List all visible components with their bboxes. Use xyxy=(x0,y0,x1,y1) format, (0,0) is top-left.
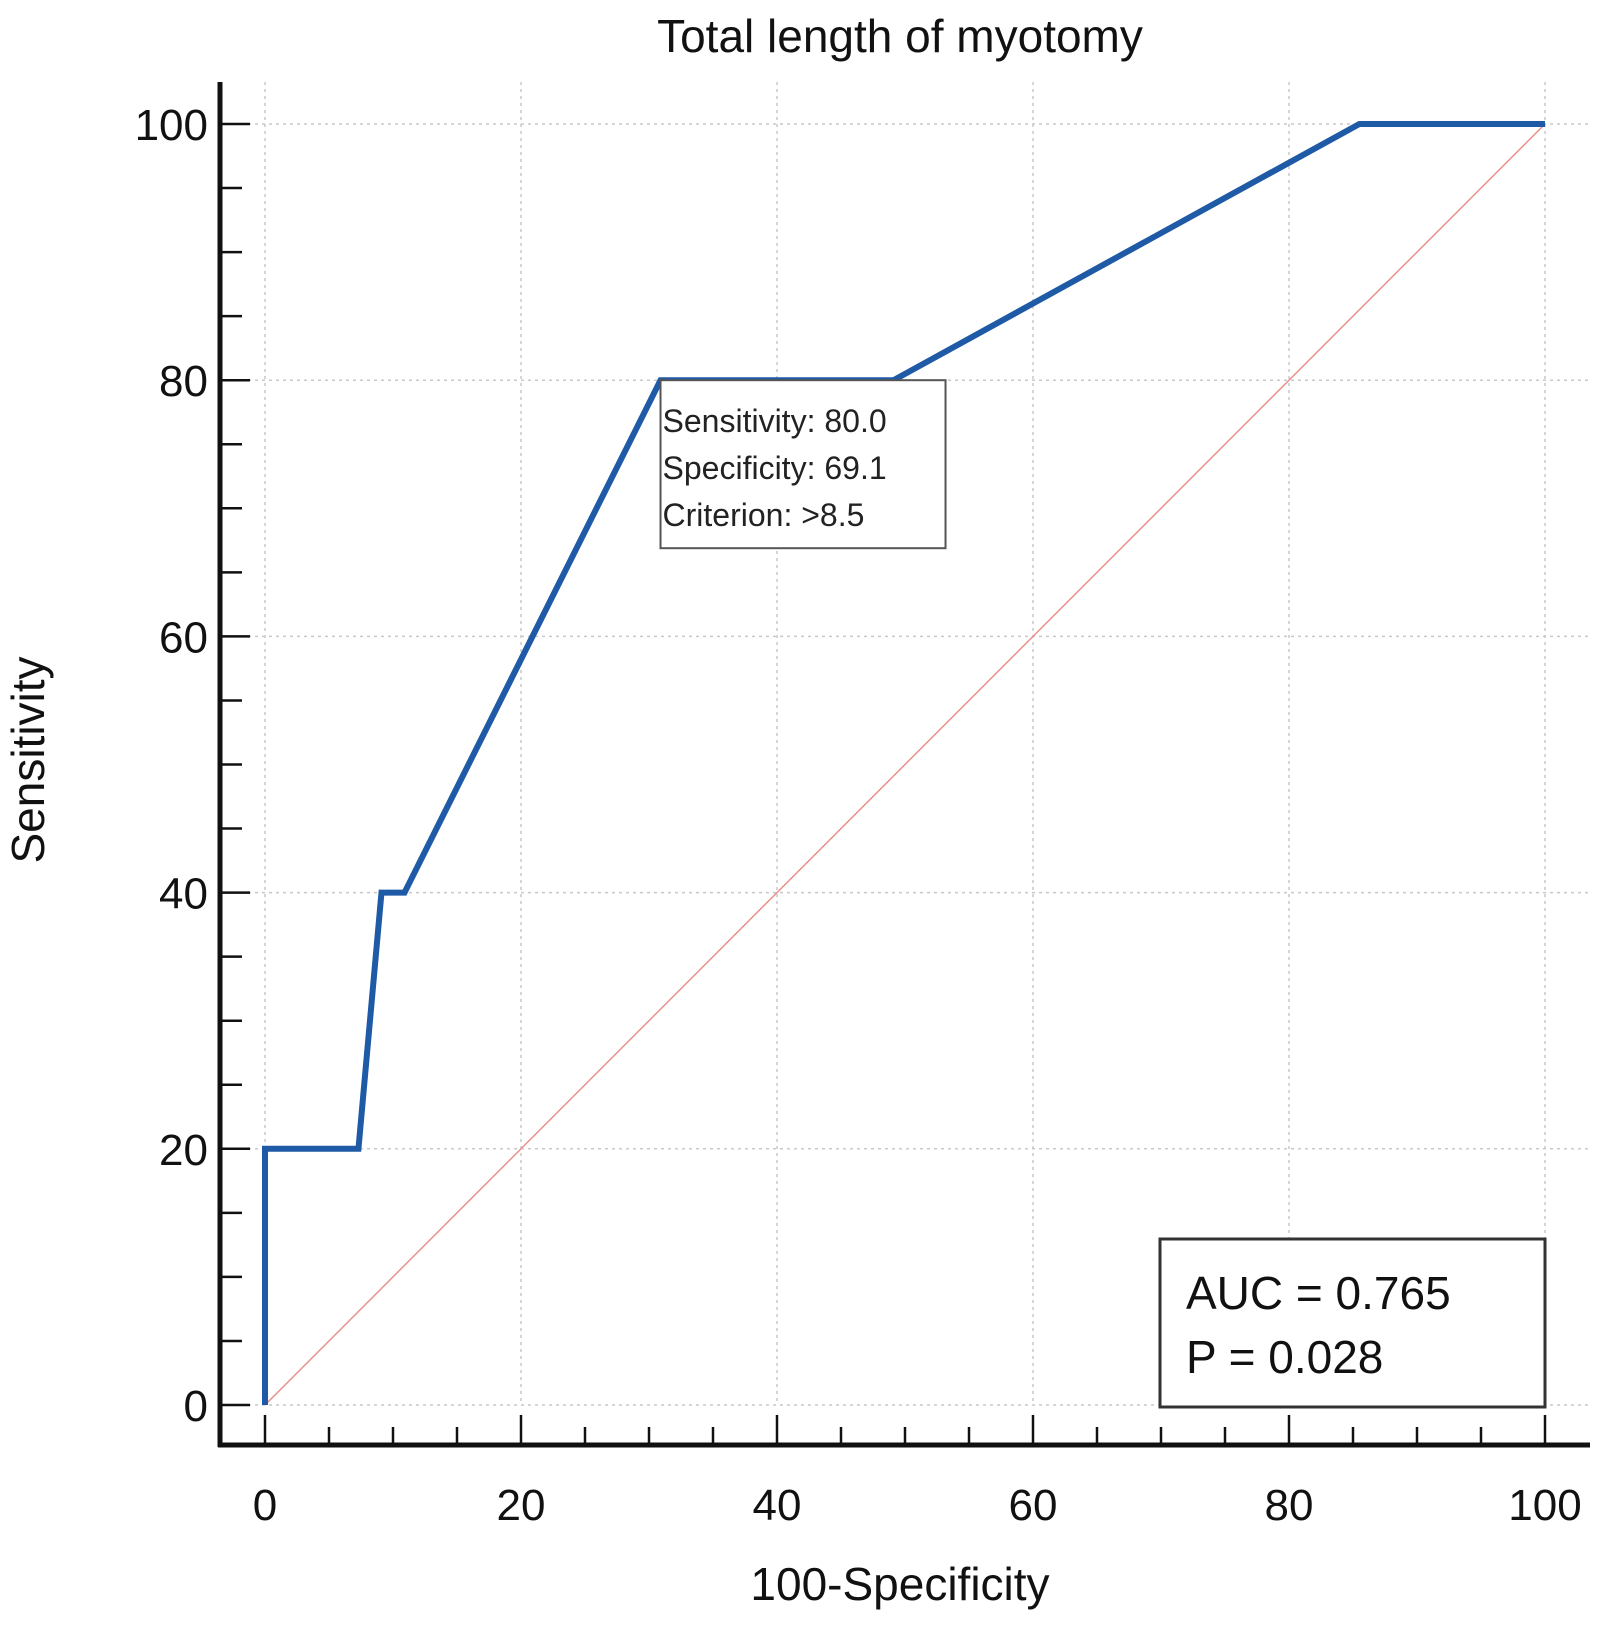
x-tick-label: 0 xyxy=(253,1481,277,1530)
x-axis-ticks: 0 20 40 60 80 100 xyxy=(253,1415,1582,1530)
y-tick-label: 0 xyxy=(184,1382,208,1431)
x-axis-label: 100-Specificity xyxy=(750,1558,1049,1610)
y-tick-label: 100 xyxy=(135,101,208,150)
grid xyxy=(220,82,1588,1406)
y-tick-label: 40 xyxy=(159,870,208,919)
reference-diagonal xyxy=(264,123,1546,1406)
x-tick-label: 20 xyxy=(497,1481,546,1530)
annotation-sensitivity: Sensitivity: 80.0 xyxy=(663,403,887,439)
annotation-box xyxy=(659,379,947,550)
x-tick-label: 40 xyxy=(753,1481,802,1530)
y-axis-ticks: 0 20 40 60 80 100 xyxy=(135,101,250,1431)
auc-value: AUC = 0.765 xyxy=(1186,1267,1451,1319)
y-tick-label: 60 xyxy=(159,613,208,662)
y-tick-label: 80 xyxy=(159,357,208,406)
y-axis-label: Sensitivity xyxy=(2,656,54,863)
roc-curve xyxy=(262,121,1545,1405)
criterion-annotation: Sensitivity: 80.0 Specificity: 69.1 Crit… xyxy=(659,379,947,550)
x-tick-label: 80 xyxy=(1265,1481,1314,1530)
annotation-criterion: Criterion: >8.5 xyxy=(663,497,865,533)
chart-title: Total length of myotomy xyxy=(657,10,1143,62)
annotation-specificity: Specificity: 69.1 xyxy=(663,450,887,486)
stats-box-frame xyxy=(1158,1237,1547,1409)
x-tick-label: 60 xyxy=(1009,1481,1058,1530)
x-tick-label: 100 xyxy=(1508,1481,1581,1530)
stats-box: AUC = 0.765 P = 0.028 xyxy=(1158,1237,1547,1409)
y-tick-label: 20 xyxy=(159,1126,208,1175)
p-value: P = 0.028 xyxy=(1186,1331,1383,1383)
